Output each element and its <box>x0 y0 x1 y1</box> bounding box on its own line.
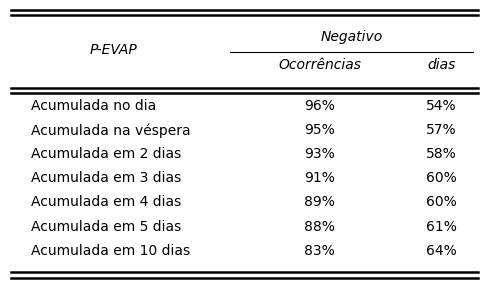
Text: 88%: 88% <box>304 220 335 234</box>
Text: 57%: 57% <box>425 123 456 137</box>
Text: Acumulada em 4 dias: Acumulada em 4 dias <box>30 195 181 209</box>
Text: 89%: 89% <box>304 195 335 209</box>
Text: Acumulada na véspera: Acumulada na véspera <box>30 123 190 138</box>
Text: Acumulada em 10 dias: Acumulada em 10 dias <box>30 244 189 258</box>
Text: Acumulada em 3 dias: Acumulada em 3 dias <box>30 171 181 185</box>
Text: 60%: 60% <box>425 195 456 209</box>
Text: 91%: 91% <box>304 171 335 185</box>
Text: 95%: 95% <box>304 123 335 137</box>
Text: P-EVAP: P-EVAP <box>89 43 137 57</box>
Text: 60%: 60% <box>425 171 456 185</box>
Text: 58%: 58% <box>425 147 456 161</box>
Text: Acumulada no dia: Acumulada no dia <box>30 99 156 113</box>
Text: dias: dias <box>427 58 455 72</box>
Text: Acumulada em 5 dias: Acumulada em 5 dias <box>30 220 181 234</box>
Text: 83%: 83% <box>304 244 335 258</box>
Text: 61%: 61% <box>425 220 456 234</box>
Text: Negativo: Negativo <box>320 30 382 44</box>
Text: Acumulada em 2 dias: Acumulada em 2 dias <box>30 147 181 161</box>
Text: 64%: 64% <box>425 244 456 258</box>
Text: 96%: 96% <box>304 99 335 113</box>
Text: Ocorrências: Ocorrências <box>278 58 361 72</box>
Text: 93%: 93% <box>304 147 335 161</box>
Text: 54%: 54% <box>425 99 456 113</box>
